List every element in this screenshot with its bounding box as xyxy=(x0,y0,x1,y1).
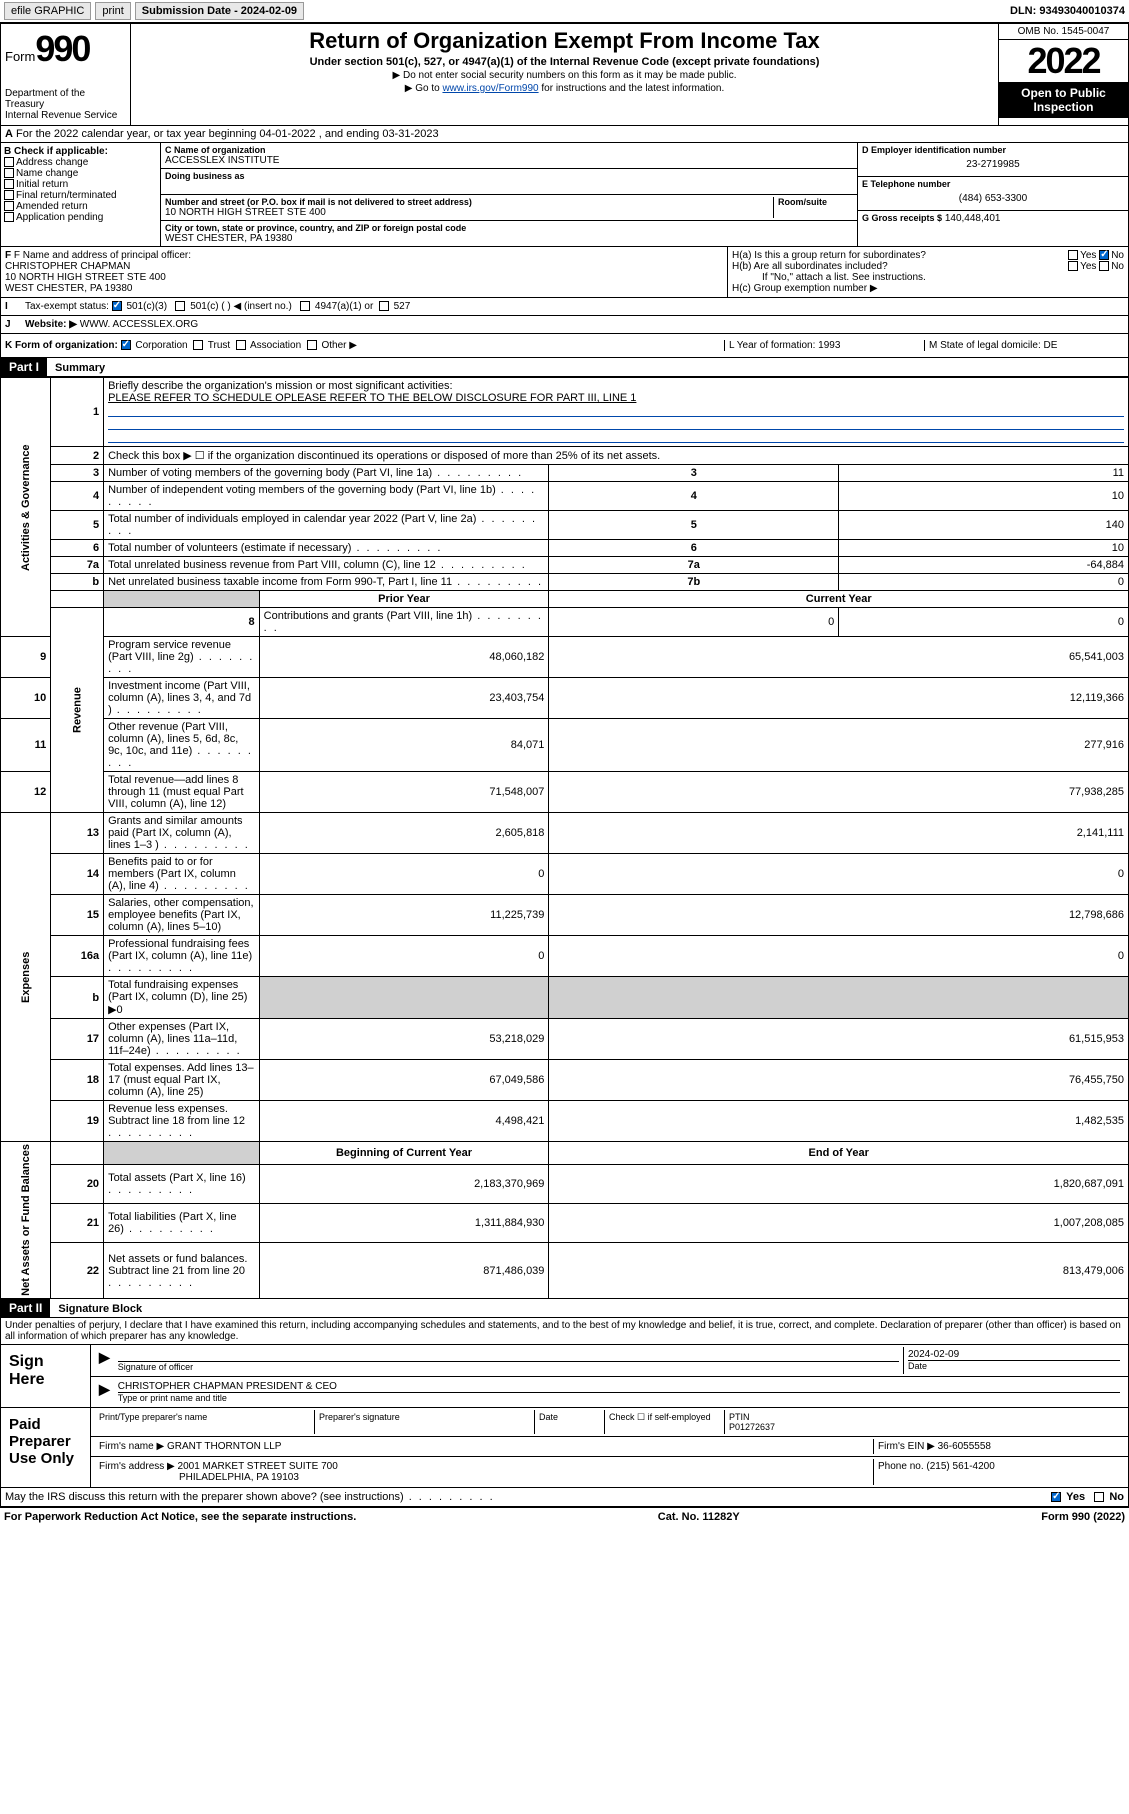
ptin: P01272637 xyxy=(729,1422,775,1432)
form-ref: Form 990 (2022) xyxy=(1041,1511,1125,1523)
org-city: WEST CHESTER, PA 19380 xyxy=(165,233,853,244)
checkbox-527[interactable] xyxy=(379,301,389,311)
section-fh: F F Name and address of principal office… xyxy=(0,247,1129,298)
checkbox-4947[interactable] xyxy=(300,301,310,311)
row-a-taxyear: A For the 2022 calendar year, or tax yea… xyxy=(0,126,1129,143)
mission-text: PLEASE REFER TO SCHEDULE OPLEASE REFER T… xyxy=(108,392,636,404)
checkbox-name-change[interactable] xyxy=(4,168,14,178)
officer-printed-name: CHRISTOPHER CHAPMAN PRESIDENT & CEO xyxy=(118,1381,1120,1392)
checkbox-final[interactable] xyxy=(4,190,14,200)
checkbox-assoc[interactable] xyxy=(236,340,246,350)
submission-date: Submission Date - 2024-02-09 xyxy=(135,2,304,20)
checkbox-initial[interactable] xyxy=(4,179,14,189)
omb-number: OMB No. 1545-0047 xyxy=(999,24,1128,40)
top-toolbar: efile GRAPHIC print Submission Date - 20… xyxy=(0,0,1129,23)
sig-date: 2024-02-09 xyxy=(908,1349,1120,1360)
firm-ein: 36-6055558 xyxy=(938,1441,991,1452)
print-button[interactable]: print xyxy=(95,2,130,20)
firm-addr1: 2001 MARKET STREET SUITE 700 xyxy=(178,1461,338,1472)
page-footer: For Paperwork Reduction Act Notice, see … xyxy=(0,1507,1129,1526)
checkbox-501c3[interactable] xyxy=(112,301,122,311)
ein: 23-2719985 xyxy=(862,155,1124,174)
form-number: Form990 xyxy=(5,28,126,70)
dln-label: DLN: 93493040010374 xyxy=(1010,5,1125,17)
section-bcde: B Check if applicable: Address change Na… xyxy=(0,143,1129,247)
box-c: C Name of organization ACCESSLEX INSTITU… xyxy=(161,143,858,246)
checkbox-amended[interactable] xyxy=(4,201,14,211)
part1-header: Part ISummary xyxy=(0,358,1129,377)
row-i: I Tax-exempt status: 501(c)(3) 501(c) ( … xyxy=(0,298,1129,316)
pra-notice: For Paperwork Reduction Act Notice, see … xyxy=(4,1511,356,1523)
firm-addr2: PHILADELPHIA, PA 19103 xyxy=(99,1472,299,1483)
may-irs-discuss: May the IRS discuss this return with the… xyxy=(0,1488,1129,1507)
paid-preparer-block: Paid Preparer Use Only Print/Type prepar… xyxy=(0,1408,1129,1488)
checkbox-addr-change[interactable] xyxy=(4,157,14,167)
note-ssn: ▶ Do not enter social security numbers o… xyxy=(135,70,994,81)
checkbox-discuss-no[interactable] xyxy=(1094,1492,1104,1502)
side-revenue: Revenue xyxy=(51,608,104,813)
cat-number: Cat. No. 11282Y xyxy=(658,1511,740,1523)
checkbox-corp[interactable] xyxy=(121,340,131,350)
row-klm: K Form of organization: Corporation Trus… xyxy=(0,334,1129,358)
form-header: Form990 Department of the Treasury Inter… xyxy=(0,23,1129,126)
checkbox-discuss-yes[interactable] xyxy=(1051,1492,1061,1502)
checkbox-501c[interactable] xyxy=(175,301,185,311)
sign-here-label: Sign Here xyxy=(1,1345,91,1407)
org-address: 10 NORTH HIGH STREET STE 400 xyxy=(165,207,773,218)
row-j: J Website: ▶ WWW. ACCESSLEX.ORG xyxy=(0,316,1129,334)
gross-receipts: 140,448,401 xyxy=(945,213,1001,224)
year-formation: L Year of formation: 1993 xyxy=(724,340,924,351)
website: WWW. ACCESSLEX.ORG xyxy=(80,319,198,330)
signature-block: Sign Here ▶ Signature of officer 2024-02… xyxy=(0,1345,1129,1408)
summary-table: Activities & Governance 1 Briefly descri… xyxy=(0,377,1129,1299)
arrow-icon: ▶ xyxy=(95,1379,114,1405)
side-netassets: Net Assets or Fund Balances xyxy=(1,1142,51,1299)
open-public-badge: Open to Public Inspection xyxy=(999,82,1128,118)
phone: (484) 653-3300 xyxy=(862,189,1124,208)
tax-year: 2022 xyxy=(999,40,1128,82)
form-subtitle: Under section 501(c), 527, or 4947(a)(1)… xyxy=(135,56,994,68)
officer-addr1: 10 NORTH HIGH STREET STE 400 xyxy=(5,272,723,283)
paid-preparer-label: Paid Preparer Use Only xyxy=(1,1408,91,1487)
checkbox-hb-yes[interactable] xyxy=(1068,261,1078,271)
note-goto: ▶ Go to www.irs.gov/Form990 for instruct… xyxy=(135,83,994,94)
firm-phone: (215) 561-4200 xyxy=(926,1461,994,1472)
checkbox-ha-yes[interactable] xyxy=(1068,250,1078,260)
irs-link[interactable]: www.irs.gov/Form990 xyxy=(442,83,538,94)
part2-header: Part IISignature Block xyxy=(0,1299,1129,1318)
checkbox-hb-no[interactable] xyxy=(1099,261,1109,271)
efile-button[interactable]: efile GRAPHIC xyxy=(4,2,91,20)
perjury-declaration: Under penalties of perjury, I declare th… xyxy=(0,1318,1129,1345)
checkbox-other[interactable] xyxy=(307,340,317,350)
arrow-icon: ▶ xyxy=(95,1347,114,1374)
dept-treasury: Department of the Treasury Internal Reve… xyxy=(5,88,126,121)
checkbox-ha-no[interactable] xyxy=(1099,250,1109,260)
officer-name: CHRISTOPHER CHAPMAN xyxy=(5,261,723,272)
form-title: Return of Organization Exempt From Incom… xyxy=(135,28,994,54)
org-name: ACCESSLEX INSTITUTE xyxy=(165,155,853,166)
officer-addr2: WEST CHESTER, PA 19380 xyxy=(5,283,723,294)
box-b: B Check if applicable: Address change Na… xyxy=(1,143,161,246)
checkbox-app-pending[interactable] xyxy=(4,212,14,222)
box-de: D Employer identification number 23-2719… xyxy=(858,143,1128,246)
firm-name: GRANT THORNTON LLP xyxy=(167,1441,281,1452)
side-governance: Activities & Governance xyxy=(1,378,51,637)
side-expenses: Expenses xyxy=(1,813,51,1142)
state-domicile: M State of legal domicile: DE xyxy=(924,340,1124,351)
checkbox-trust[interactable] xyxy=(193,340,203,350)
